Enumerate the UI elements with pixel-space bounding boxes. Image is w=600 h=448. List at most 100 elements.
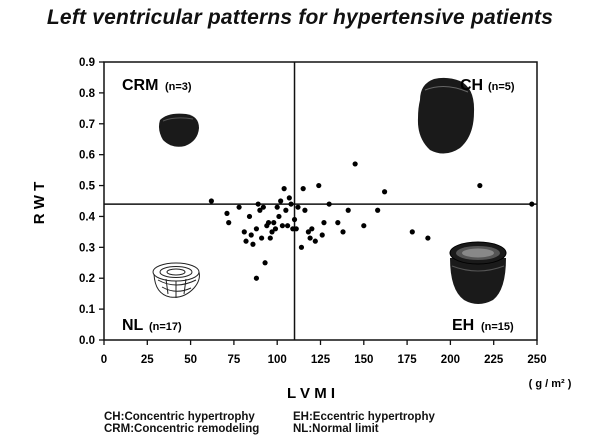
data-point — [274, 204, 280, 210]
data-point — [236, 204, 242, 210]
data-point — [335, 220, 341, 226]
x-tick-label: 25 — [141, 354, 154, 366]
y-tick-label: 0.1 — [79, 304, 96, 316]
data-point — [253, 275, 260, 281]
data-point — [340, 229, 346, 235]
data-point — [529, 201, 535, 207]
data-point — [345, 207, 351, 213]
data-point — [300, 186, 306, 192]
data-point — [243, 238, 249, 244]
data-point — [361, 223, 367, 229]
data-point — [246, 213, 253, 220]
y-tick-label: 0.9 — [79, 57, 95, 69]
nl-heart-icon — [152, 262, 200, 298]
x-tick-label: 0 — [101, 354, 107, 366]
x-axis-title: L V M I — [287, 385, 335, 402]
quadrant-ch-count: (n=5) — [488, 81, 515, 93]
legend-row: CRM:Concentric remodeling NL:Normal limi… — [104, 423, 435, 435]
y-tick-label: 0.3 — [79, 242, 95, 254]
data-point — [259, 235, 265, 241]
data-point — [477, 182, 483, 189]
data-point — [265, 220, 272, 226]
x-tick-label: 100 — [268, 354, 287, 366]
data-point — [352, 161, 358, 167]
quadrant-crm-count: (n=3) — [165, 81, 192, 93]
data-point — [281, 186, 287, 192]
legend-row: CH:Concentric hypertrophy EH:Eccentric h… — [104, 411, 435, 423]
y-tick-label: 0.4 — [79, 211, 96, 223]
data-point — [291, 216, 298, 223]
data-point — [305, 229, 311, 235]
data-point — [286, 195, 292, 201]
quadrant-nl-code: NL — [122, 317, 144, 334]
legend-eh: EH:Eccentric hypertrophy — [293, 411, 435, 423]
y-tick-label: 0.5 — [79, 181, 96, 193]
data-point — [319, 232, 325, 238]
data-point — [208, 198, 214, 204]
data-point — [255, 201, 261, 207]
y-tick-label: 0.8 — [79, 88, 96, 100]
ch-heart-icon — [417, 77, 475, 154]
data-point — [307, 235, 313, 241]
chart-title: Left ventricular patterns for hypertensi… — [46, 6, 554, 29]
x-tick-label: 175 — [398, 354, 418, 366]
reference-lines — [104, 62, 537, 340]
x-axis-unit: ( g / m² ) — [529, 378, 572, 390]
x-tick-label: 125 — [311, 354, 331, 366]
x-tick-label: 50 — [184, 354, 197, 366]
x-tick-label: 250 — [527, 354, 546, 366]
data-point — [253, 226, 260, 232]
x-tick-label: 225 — [484, 354, 504, 366]
legend-nl: NL:Normal limit — [293, 423, 379, 435]
x-tick-label: 200 — [441, 354, 460, 366]
data-point — [279, 223, 285, 229]
data-point — [278, 198, 284, 204]
legend-crm: CRM:Concentric remodeling — [104, 423, 260, 435]
data-point — [309, 226, 315, 232]
data-point — [226, 220, 232, 226]
data-point — [276, 213, 282, 220]
data-point — [224, 210, 230, 216]
data-point — [250, 241, 256, 247]
y-tick-label: 0.6 — [79, 150, 95, 162]
data-point — [269, 229, 275, 235]
data-point — [381, 189, 388, 195]
y-tick-label: 0.7 — [79, 119, 95, 131]
data-point — [260, 204, 266, 210]
data-point — [302, 207, 308, 213]
data-point — [288, 201, 294, 207]
axis-ticks: 0.0 0.1 0.2 0.3 0.4 0.5 0.6 0.7 0.8 0.9 0 25 50 75 100… — [79, 57, 547, 366]
y-axis-title: R W T — [31, 182, 48, 225]
data-point — [262, 260, 268, 266]
data-point — [284, 223, 291, 229]
y-tick-label: 0.2 — [79, 273, 95, 285]
data-point — [248, 232, 254, 238]
data-point — [321, 220, 327, 226]
crm-heart-icon — [159, 113, 199, 147]
data-point — [293, 226, 299, 232]
data-point — [425, 235, 431, 241]
data-point — [283, 207, 289, 213]
quadrant-eh-code: EH — [452, 317, 474, 334]
x-tick-label: 150 — [354, 354, 373, 366]
data-points — [208, 161, 535, 281]
quadrant-eh-count: (n=15) — [481, 321, 514, 333]
data-point — [298, 244, 305, 250]
x-tick-label: 75 — [228, 354, 241, 366]
quadrant-nl-count: (n=17) — [149, 321, 182, 333]
data-point — [267, 235, 273, 241]
data-point — [295, 204, 301, 210]
data-point — [312, 238, 318, 244]
data-point — [316, 182, 322, 189]
data-point — [272, 226, 279, 232]
data-point — [271, 220, 277, 226]
data-point — [257, 207, 263, 213]
quadrant-crm-code: CRM — [122, 77, 158, 94]
data-point — [375, 207, 381, 213]
data-point — [409, 229, 415, 235]
eh-heart-icon — [449, 241, 507, 304]
legend-ch: CH:Concentric hypertrophy — [104, 411, 255, 423]
data-point — [241, 229, 247, 235]
quadrant-ch-code: CH — [460, 77, 483, 94]
